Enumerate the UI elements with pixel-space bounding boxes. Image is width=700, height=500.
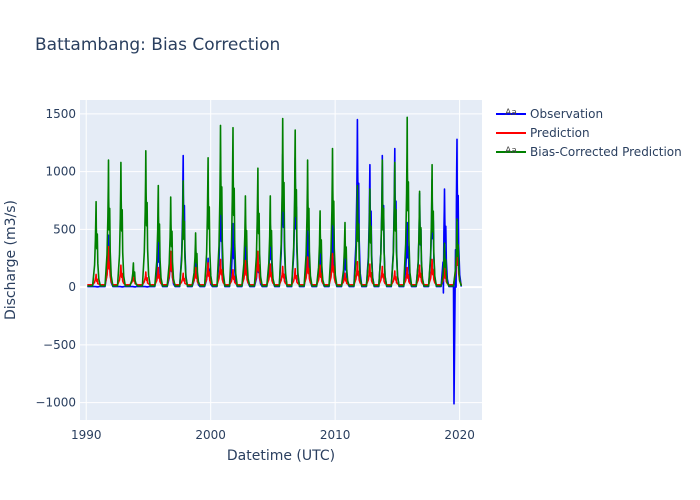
legend-text-marker-icon: Aa	[505, 108, 517, 118]
y-axis-ticks: −1000 −500 0 500 1000 1500	[35, 107, 76, 410]
y-tick-label: −500	[43, 338, 76, 352]
legend-item-bias-corrected-prediction[interactable]: Aa Bias-Corrected Prediction	[496, 145, 682, 159]
x-tick-label: 1990	[71, 428, 102, 442]
legend-label: Prediction	[530, 126, 590, 140]
y-tick-label: 1500	[45, 107, 76, 121]
series-line-bias-corrected-prediction[interactable]	[87, 116, 463, 287]
legend-item-prediction[interactable]: Prediction	[496, 126, 590, 140]
x-tick-label: 2020	[444, 428, 475, 442]
x-axis-title: Datetime (UTC)	[227, 448, 335, 464]
y-tick-label: −1000	[35, 396, 76, 410]
legend-label: Observation	[530, 107, 603, 121]
y-tick-label: 1000	[45, 165, 76, 179]
legend-label: Bias-Corrected Prediction	[530, 145, 682, 159]
y-axis-title: Discharge (m3/s)	[3, 200, 19, 320]
legend[interactable]: Aa Observation Prediction Aa Bias-Corrected …	[496, 107, 682, 159]
x-tick-label: 2010	[320, 428, 351, 442]
y-tick-label: 0	[68, 280, 76, 294]
x-tick-label: 2000	[195, 428, 226, 442]
series-layer	[87, 116, 463, 405]
y-tick-label: 500	[53, 222, 76, 236]
legend-text-marker-icon: Aa	[505, 146, 517, 156]
x-axis-ticks: 1990 2000 2010 2020	[71, 428, 475, 442]
chart-title: Battambang: Bias Correction	[35, 35, 280, 55]
legend-item-observation[interactable]: Aa Observation	[496, 107, 603, 121]
